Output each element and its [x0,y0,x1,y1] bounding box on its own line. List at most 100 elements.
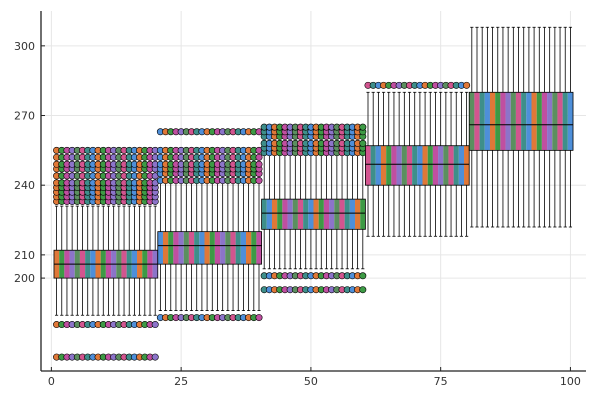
box-bar [199,231,205,265]
box-bar [329,199,335,230]
box-bar [344,199,350,230]
y-tick-label: 200 [14,272,35,285]
box-bar [380,145,387,186]
box-bar [401,145,407,186]
box-bar [209,231,215,265]
outlier-point [151,353,159,361]
box-bar [240,231,247,265]
box-bar [370,145,376,186]
box-bar [567,92,574,151]
box-bar [349,199,356,230]
box-bar [432,145,439,186]
box-bar [214,231,221,265]
box-bar [464,145,470,186]
box-group [156,128,263,322]
box-series [53,26,574,361]
x-tick-label: 50 [304,375,318,388]
box-bar [308,199,314,230]
box-bar [453,145,459,186]
box-group [53,146,159,361]
box-bar [318,199,324,230]
box-bar [360,199,366,230]
x-tick-label: 75 [434,375,448,388]
outlier-point [359,272,367,280]
box-bar [162,231,169,265]
y-tick-label: 300 [14,40,35,53]
outlier-point [359,139,367,147]
box-bar [406,145,413,186]
box-outline [365,145,470,186]
box-bar [386,145,392,186]
box-bar [271,199,278,230]
box-bar [220,231,226,265]
x-tick-label: 25 [174,375,188,388]
box-bar [339,199,345,230]
box-outline [468,91,574,151]
box-bar [334,199,340,230]
box-bar [178,231,184,265]
box-bar [474,92,480,151]
outlier-point [151,321,159,329]
box-bar [547,92,553,151]
outlier-point [359,123,367,131]
box-bar [484,92,490,151]
x-tick-label: 0 [48,375,55,388]
box-bar [282,199,288,230]
box-bar [536,92,542,151]
box-bar [266,199,272,230]
outlier-point [255,177,263,185]
box-bar [287,199,293,230]
box-bar [365,145,371,186]
box-outline [157,231,262,265]
box-bar [292,199,298,230]
box-bar [375,145,381,186]
box-bar [256,231,262,265]
box-bar [500,92,506,151]
box-bar [303,199,309,230]
box-bar [396,145,402,186]
outlier-point [255,153,263,161]
box-bar [443,145,449,186]
outlier-point [463,81,471,89]
box-bar [297,199,304,230]
outlier-point [255,160,263,168]
box-bar [562,92,568,151]
box-bar [183,231,189,265]
box-bar [204,231,210,265]
box-bar [469,92,475,151]
box-bar [157,231,163,265]
box-bar [479,92,485,151]
box-bar [515,92,522,151]
box-bar [417,145,423,186]
box-bar [173,231,179,265]
box-bar [557,92,563,151]
box-bar [194,231,200,265]
box-bar [495,92,501,151]
box-bar [412,145,418,186]
box-group [364,81,471,237]
y-tick-label: 270 [14,110,35,123]
box-bar [448,145,454,186]
box-outline [261,198,366,230]
box-bar [438,145,444,186]
box-bar [225,231,231,265]
box-bar [422,145,428,186]
box-bar [168,231,174,265]
box-bar [552,92,558,151]
box-bar [391,145,397,186]
box-group [468,26,574,228]
box-bar [427,145,433,186]
box-bar [521,92,527,151]
box-bar [235,231,241,265]
box-bar [526,92,532,151]
box-group [260,123,367,294]
box-bar [531,92,537,151]
box-bar [313,199,319,230]
box-bar [505,92,511,151]
box-bar [323,199,330,230]
y-tick-label: 240 [14,179,35,192]
box-bar [246,231,252,265]
box-bar [510,92,516,151]
box-bar [355,199,361,230]
